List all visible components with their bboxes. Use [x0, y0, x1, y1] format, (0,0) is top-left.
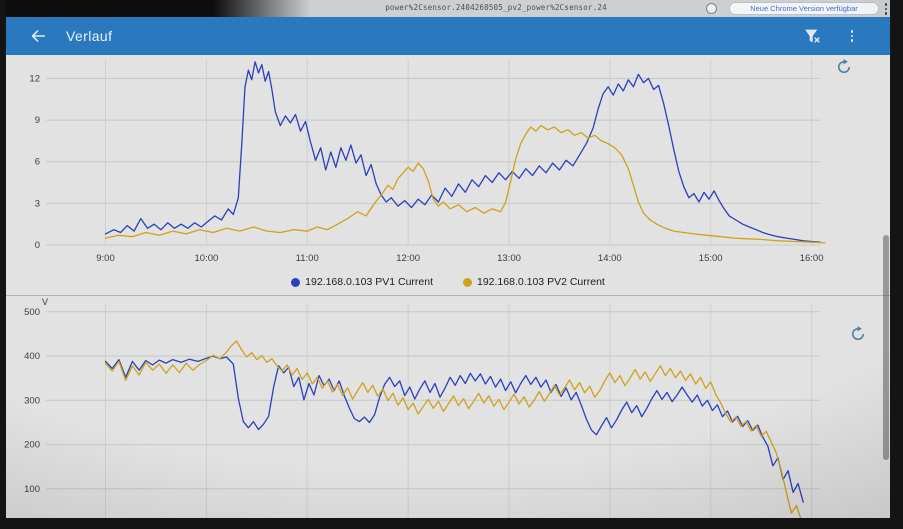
filter-button[interactable]: [802, 26, 822, 46]
svg-text:15:00: 15:00: [699, 253, 723, 264]
voltage-chart[interactable]: 100 200 300 400 500 V: [6, 296, 890, 518]
svg-text:13:00: 13:00: [497, 253, 521, 264]
device-screen: power%2Csensor.2404260505_pv2_power%2Cse…: [6, 0, 890, 518]
card-divider: [6, 295, 890, 296]
back-arrow-icon: [31, 30, 46, 42]
svg-text:9:00: 9:00: [96, 253, 115, 264]
refresh-icon: [838, 59, 850, 73]
legend-label: 192.168.0.103 PV2 Current: [477, 276, 605, 288]
legend-dot-icon: [291, 277, 301, 287]
history-content: 9:00 10:00 11:00 12:00 13:00 14:00 15:00 16:00 0…: [6, 55, 890, 518]
browser-toolbar: power%2Csensor.2404260505_pv2_power%2Cse…: [6, 0, 890, 18]
svg-text:14:00: 14:00: [598, 253, 622, 264]
svg-text:200: 200: [24, 440, 40, 451]
current-chart-card: 9:00 10:00 11:00 12:00 13:00 14:00 15:00 16:00 0…: [6, 55, 890, 269]
svg-text:400: 400: [24, 351, 40, 362]
legend-item[interactable]: 192.168.0.103 PV1 Current: [291, 276, 433, 288]
svg-text:6: 6: [35, 157, 40, 168]
current-chart[interactable]: 9:00 10:00 11:00 12:00 13:00 14:00 15:00 16:00 0…: [6, 55, 890, 269]
svg-text:500: 500: [24, 307, 40, 318]
svg-text:300: 300: [24, 395, 40, 406]
profile-avatar-icon[interactable]: [706, 3, 717, 14]
browser-menu-icon[interactable]: [884, 3, 887, 15]
filter-icon: [804, 29, 820, 43]
svg-text:10:00: 10:00: [195, 253, 219, 264]
svg-text:16:00: 16:00: [800, 253, 824, 264]
voltage-chart-card: 100 200 300 400 500 V: [6, 296, 890, 518]
refresh-button[interactable]: [848, 324, 868, 344]
svg-text:V: V: [42, 297, 48, 307]
app-toolbar: Verlauf: [6, 17, 890, 55]
legend-item[interactable]: 192.168.0.103 PV2 Current: [463, 276, 605, 288]
legend-dot-icon: [463, 277, 472, 287]
refresh-icon: [852, 326, 864, 340]
legend-label: 192.168.0.103 PV1 Current: [305, 276, 433, 288]
svg-text:3: 3: [35, 198, 40, 209]
svg-text:9: 9: [35, 115, 40, 126]
overflow-menu-button[interactable]: [842, 26, 862, 46]
svg-text:100: 100: [24, 484, 40, 495]
svg-text:0: 0: [35, 240, 40, 251]
svg-text:12: 12: [29, 73, 40, 84]
page-title: Verlauf: [66, 28, 113, 44]
chrome-update-button[interactable]: Neue Chrome Version verfügbar: [729, 2, 879, 15]
refresh-button[interactable]: [834, 57, 854, 77]
back-button[interactable]: [28, 26, 48, 46]
svg-text:12:00: 12:00: [396, 253, 420, 264]
bezel-shadow: [6, 0, 311, 17]
chart-legend: 192.168.0.103 PV1 Current 192.168.0.103 P…: [6, 269, 890, 295]
scrollbar[interactable]: [883, 235, 889, 460]
address-bar-url[interactable]: power%2Csensor.2404260505_pv2_power%2Cse…: [385, 3, 607, 12]
svg-text:11:00: 11:00: [296, 253, 319, 264]
